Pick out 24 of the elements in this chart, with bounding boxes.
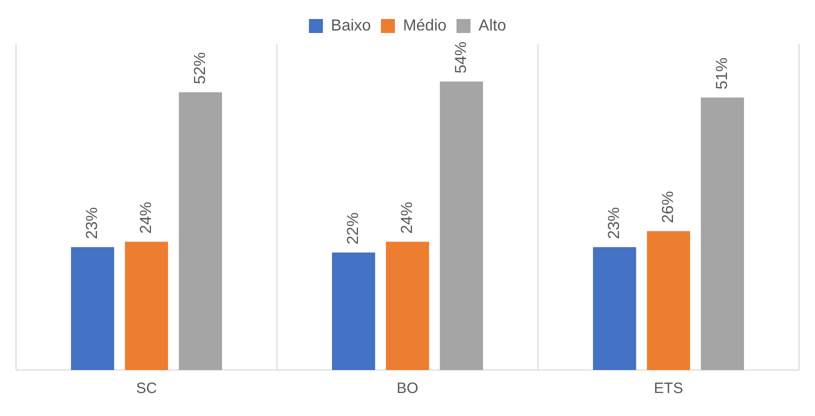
bar (178, 92, 222, 370)
data-label: 22% (344, 212, 362, 244)
legend-label: Médio (402, 17, 447, 34)
data-label: 51% (714, 58, 731, 90)
data-label: 24% (398, 202, 416, 234)
x-tick-label: ETS (654, 380, 684, 398)
legend-label: Alto (478, 17, 506, 34)
bar (646, 231, 690, 370)
bar (440, 82, 484, 370)
bar (700, 98, 744, 370)
data-label: 23% (606, 207, 623, 240)
legend-label: Baixo (330, 17, 372, 34)
bar (386, 242, 430, 370)
data-label: 23% (84, 207, 101, 240)
x-tick-label: SC (136, 380, 158, 398)
x-tick-label: BO (396, 380, 418, 398)
bar (592, 247, 636, 370)
data-label: 26% (660, 191, 677, 224)
data-label: 52% (192, 52, 209, 84)
bar (124, 242, 168, 370)
bar (332, 252, 376, 370)
data-label: 24% (138, 202, 155, 234)
data-label: 54% (452, 41, 470, 74)
bar (70, 247, 114, 370)
